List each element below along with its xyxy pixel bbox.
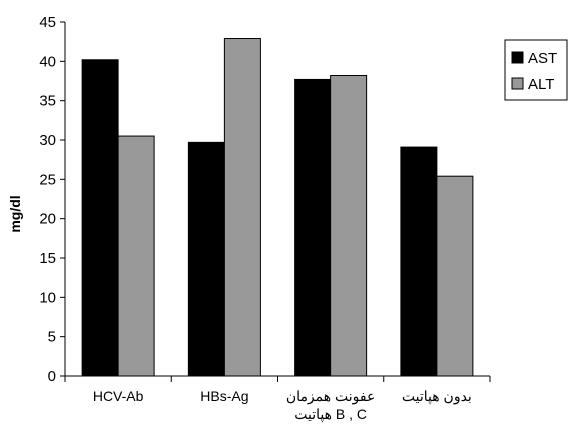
- bars: [81, 38, 474, 377]
- y-axis: 0 5 10 15 20 25 30 35 40 45: [39, 14, 66, 385]
- x-category-label: عفونت همزمان: [286, 388, 375, 405]
- bar-ast-1: [81, 59, 119, 377]
- y-tick-label: 45: [39, 14, 56, 31]
- y-axis-label: mg/dl: [7, 195, 23, 232]
- bar-alt-3: [330, 74, 368, 377]
- bar-ast-2: [187, 141, 225, 377]
- x-category-label: بدون هپاتیت: [402, 388, 472, 405]
- y-tick-label: 40: [39, 53, 56, 70]
- y-tick-label: 15: [39, 250, 56, 267]
- bar-ast-4: [400, 146, 438, 377]
- y-tick-label: 10: [39, 289, 56, 306]
- x-category-label: هپاتیت B , C: [294, 406, 367, 423]
- legend-swatch-alt: [511, 77, 524, 90]
- bar-alt-2: [223, 38, 261, 377]
- x-category-label: HCV-Ab: [93, 388, 144, 404]
- y-tick-label: 20: [39, 211, 56, 228]
- y-tick-label: 35: [39, 93, 56, 110]
- bar-alt-4: [436, 175, 474, 377]
- legend-label-ast: AST: [528, 50, 557, 67]
- bar-ast-3: [294, 78, 332, 377]
- bar-alt-1: [117, 135, 155, 377]
- legend-swatch-ast: [511, 51, 524, 64]
- y-tick-label: 0: [48, 368, 56, 385]
- legend: AST ALT: [504, 39, 568, 101]
- legend-label-alt: ALT: [528, 76, 554, 93]
- y-tick-label: 30: [39, 132, 56, 149]
- x-category-label: HBs-Ag: [200, 388, 248, 404]
- y-tick-label: 5: [48, 329, 56, 346]
- legend-frame: [504, 39, 568, 101]
- y-tick-label: 25: [39, 171, 56, 188]
